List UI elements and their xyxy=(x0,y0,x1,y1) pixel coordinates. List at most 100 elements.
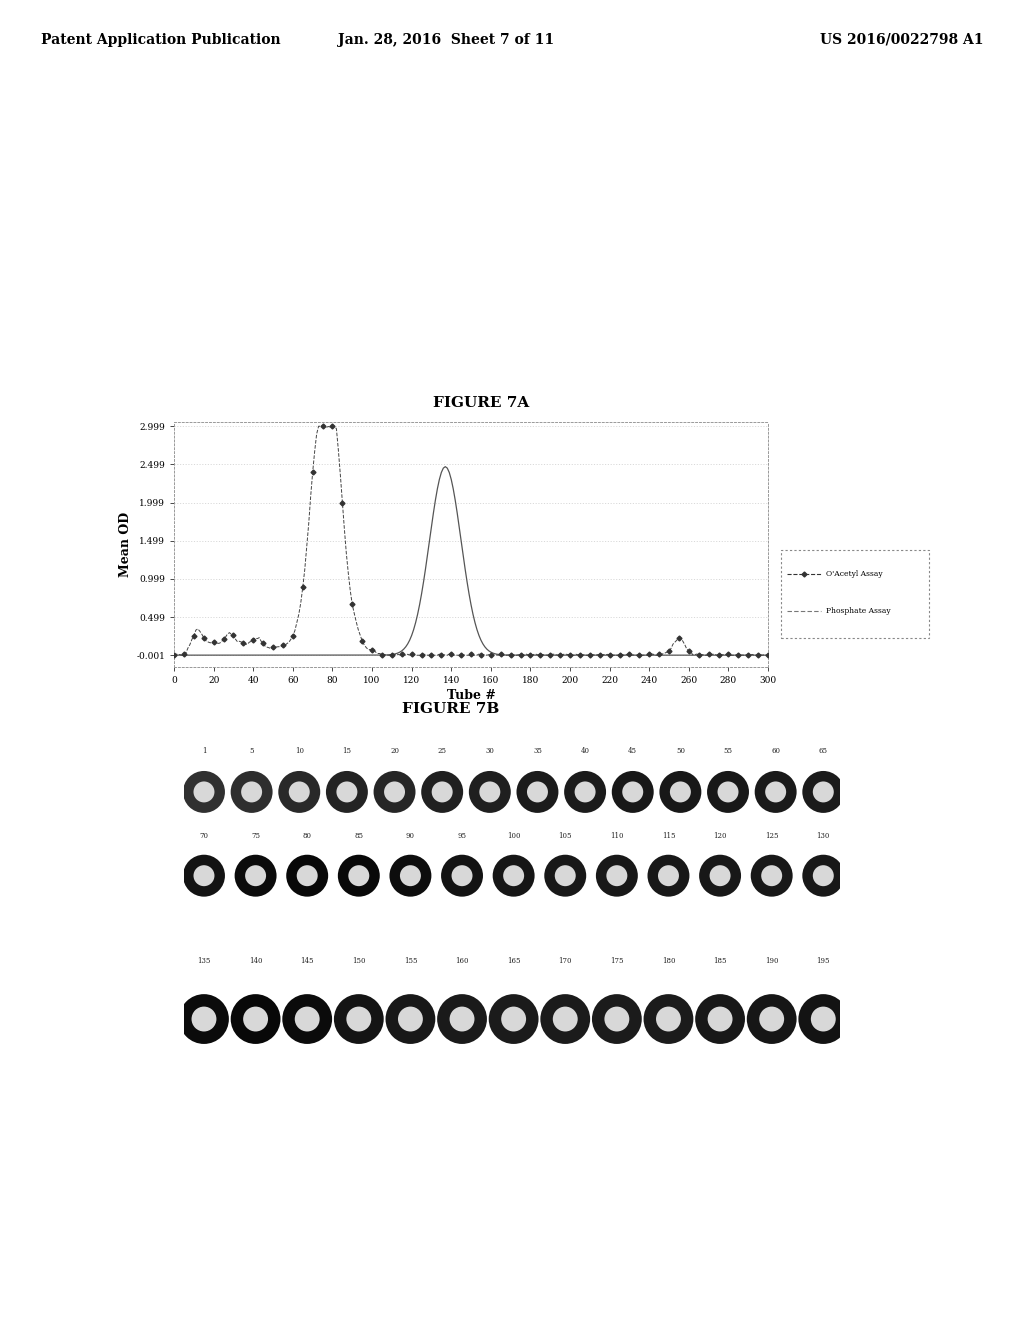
Ellipse shape xyxy=(755,771,797,813)
Text: 195: 195 xyxy=(816,957,830,965)
Ellipse shape xyxy=(326,771,368,813)
Text: 95: 95 xyxy=(458,833,467,841)
Ellipse shape xyxy=(759,1007,784,1031)
Text: 175: 175 xyxy=(610,957,624,965)
Text: 40: 40 xyxy=(581,747,590,755)
Text: 45: 45 xyxy=(629,747,637,755)
Text: 60: 60 xyxy=(771,747,780,755)
Text: 150: 150 xyxy=(352,957,366,965)
Text: 145: 145 xyxy=(300,957,314,965)
Text: 140: 140 xyxy=(249,957,262,965)
Text: 5: 5 xyxy=(250,747,254,755)
Text: 85: 85 xyxy=(354,833,364,841)
Ellipse shape xyxy=(337,781,357,803)
Ellipse shape xyxy=(437,994,487,1044)
Text: 190: 190 xyxy=(765,957,778,965)
Ellipse shape xyxy=(348,865,370,886)
Ellipse shape xyxy=(289,781,309,803)
Ellipse shape xyxy=(287,855,328,896)
Ellipse shape xyxy=(183,855,225,896)
Ellipse shape xyxy=(670,781,691,803)
Ellipse shape xyxy=(765,781,786,803)
Text: 75: 75 xyxy=(251,833,260,841)
Ellipse shape xyxy=(746,994,797,1044)
Ellipse shape xyxy=(493,855,535,896)
Ellipse shape xyxy=(374,771,416,813)
Text: 135: 135 xyxy=(198,957,211,965)
Ellipse shape xyxy=(241,781,262,803)
Text: O'Acetyl Assay: O'Acetyl Assay xyxy=(825,570,883,578)
Ellipse shape xyxy=(751,855,793,896)
Ellipse shape xyxy=(813,781,834,803)
Ellipse shape xyxy=(604,1007,630,1031)
Ellipse shape xyxy=(334,994,384,1044)
Ellipse shape xyxy=(803,771,844,813)
Ellipse shape xyxy=(295,1007,319,1031)
Ellipse shape xyxy=(389,855,431,896)
Text: 15: 15 xyxy=(342,747,351,755)
Text: 1: 1 xyxy=(202,747,206,755)
Ellipse shape xyxy=(799,994,848,1044)
Ellipse shape xyxy=(643,994,693,1044)
Ellipse shape xyxy=(656,1007,681,1031)
Ellipse shape xyxy=(761,865,782,886)
Text: 125: 125 xyxy=(765,833,778,841)
X-axis label: Tube #: Tube # xyxy=(446,689,496,702)
Text: 180: 180 xyxy=(662,957,675,965)
Ellipse shape xyxy=(811,1007,836,1031)
Ellipse shape xyxy=(283,994,332,1044)
Text: 110: 110 xyxy=(610,833,624,841)
Text: 185: 185 xyxy=(714,957,727,965)
Text: 160: 160 xyxy=(456,957,469,965)
Text: 10: 10 xyxy=(295,747,304,755)
Text: 105: 105 xyxy=(558,833,572,841)
Ellipse shape xyxy=(245,865,266,886)
Ellipse shape xyxy=(659,771,701,813)
Ellipse shape xyxy=(707,771,749,813)
Ellipse shape xyxy=(179,994,229,1044)
Ellipse shape xyxy=(623,781,643,803)
Ellipse shape xyxy=(710,865,730,886)
Ellipse shape xyxy=(384,781,406,803)
Text: 30: 30 xyxy=(485,747,495,755)
Ellipse shape xyxy=(545,855,586,896)
Ellipse shape xyxy=(452,865,472,886)
Ellipse shape xyxy=(230,771,272,813)
Ellipse shape xyxy=(553,1007,578,1031)
Ellipse shape xyxy=(243,1007,268,1031)
Text: 80: 80 xyxy=(303,833,311,841)
Ellipse shape xyxy=(606,865,628,886)
Ellipse shape xyxy=(441,855,483,896)
Text: 90: 90 xyxy=(406,833,415,841)
Text: 50: 50 xyxy=(676,747,685,755)
Ellipse shape xyxy=(385,994,435,1044)
Text: Phosphate Assay: Phosphate Assay xyxy=(825,607,891,615)
Text: 120: 120 xyxy=(714,833,727,841)
Ellipse shape xyxy=(555,865,575,886)
Text: Patent Application Publication: Patent Application Publication xyxy=(41,33,281,46)
Ellipse shape xyxy=(432,781,453,803)
Ellipse shape xyxy=(400,865,421,886)
Ellipse shape xyxy=(230,994,281,1044)
Ellipse shape xyxy=(501,1007,526,1031)
Ellipse shape xyxy=(708,1007,732,1031)
Text: 170: 170 xyxy=(558,957,572,965)
Ellipse shape xyxy=(658,865,679,886)
Ellipse shape xyxy=(469,771,511,813)
Text: 65: 65 xyxy=(819,747,827,755)
Ellipse shape xyxy=(398,1007,423,1031)
Ellipse shape xyxy=(803,855,844,896)
Text: 165: 165 xyxy=(507,957,520,965)
Text: FIGURE 7B: FIGURE 7B xyxy=(401,702,500,715)
Ellipse shape xyxy=(699,855,741,896)
Ellipse shape xyxy=(421,771,463,813)
Ellipse shape xyxy=(194,781,214,803)
Text: 55: 55 xyxy=(724,747,732,755)
Ellipse shape xyxy=(450,1007,474,1031)
Ellipse shape xyxy=(541,994,590,1044)
Ellipse shape xyxy=(527,781,548,803)
Text: 70: 70 xyxy=(200,833,209,841)
Ellipse shape xyxy=(234,855,276,896)
Ellipse shape xyxy=(611,771,653,813)
Text: 155: 155 xyxy=(403,957,417,965)
